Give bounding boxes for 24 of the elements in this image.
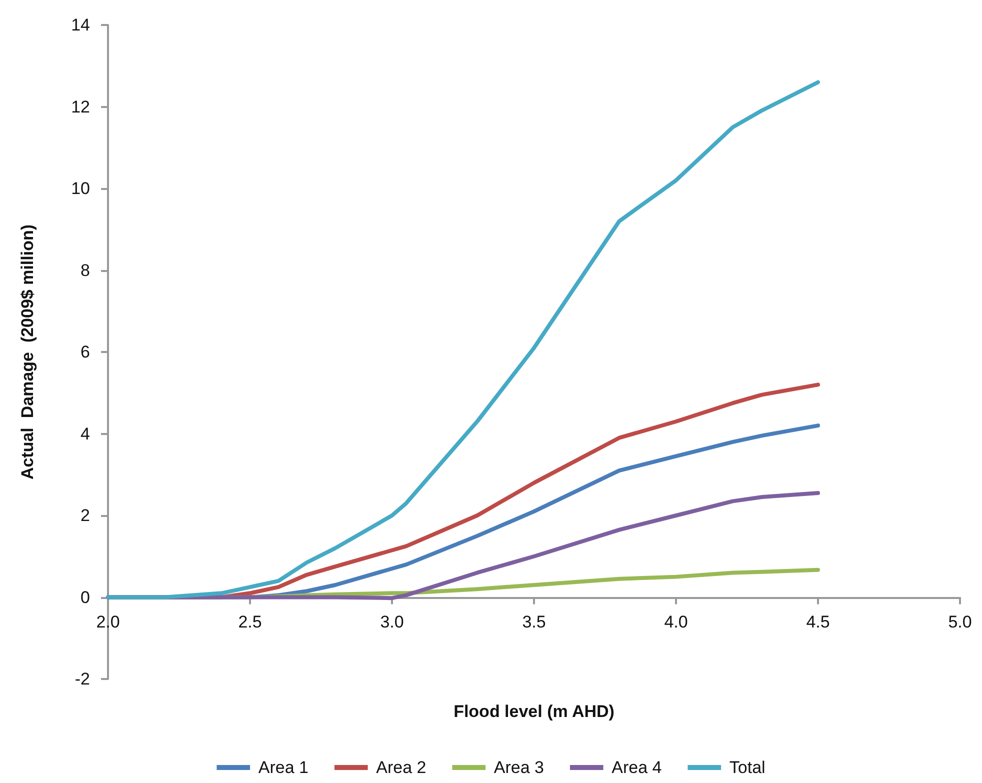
x-tick-label: 4.0 [664, 612, 688, 632]
y-tick-label: 12 [71, 97, 90, 116]
y-tick-label: 4 [80, 424, 90, 444]
y-tick-label: 8 [80, 260, 90, 280]
y-tick-label: 6 [80, 342, 90, 362]
x-tick-label: 2.5 [238, 612, 262, 632]
x-tick-label: 2.0 [96, 612, 120, 632]
legend-label: Area 4 [612, 758, 662, 777]
y-tick-label: 0 [80, 588, 90, 607]
x-tick-label: 4.5 [806, 612, 830, 632]
legend-label: Area 1 [258, 758, 308, 777]
legend-label: Total [729, 758, 766, 777]
legend-label: Area 3 [494, 758, 544, 777]
x-tick-label: 5.0 [948, 612, 972, 632]
line-series [106, 80, 820, 600]
x-axis-title: Flood level (m AHD) [454, 702, 614, 721]
legend-label: Area 2 [376, 758, 426, 777]
y-tick-label: -2 [74, 670, 90, 688]
y-tick-label: 2 [80, 506, 90, 525]
y-tick-label: 10 [71, 179, 90, 198]
x-tick-label: 3.5 [522, 612, 546, 632]
x-tick-label: 3.0 [380, 612, 404, 632]
y-axis-title: Actual Damage (2009$ million) [18, 224, 37, 480]
y-tick-label: 14 [71, 16, 90, 34]
